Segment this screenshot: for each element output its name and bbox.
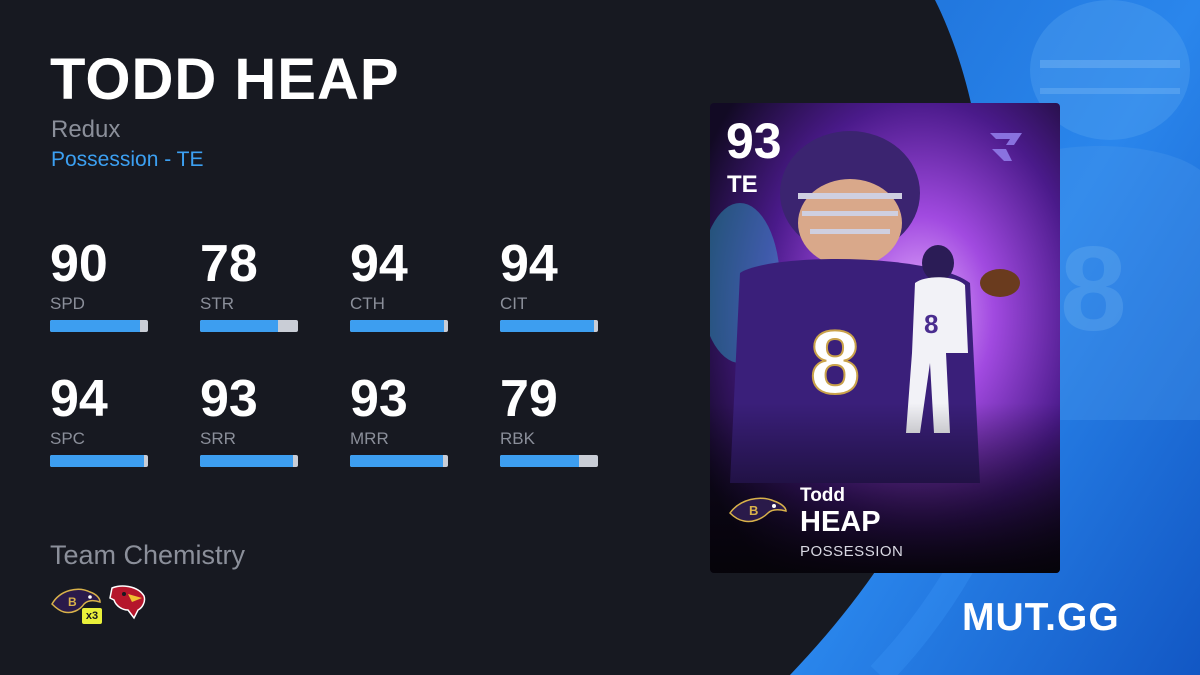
stat-bar-fill	[50, 320, 141, 332]
stat-bar-fill	[350, 455, 444, 467]
player-name: TODD HEAP	[50, 47, 400, 112]
stat-bar	[350, 320, 448, 332]
program-name: Redux	[51, 116, 121, 143]
ravens-logo-icon[interactable]: B	[50, 584, 102, 618]
stat-bar	[50, 320, 148, 332]
player-card-art: 8 8	[710, 103, 1060, 573]
stat-bar	[50, 455, 148, 467]
stat-label: SRR	[200, 429, 236, 448]
team-chemistry-icons: B x3	[50, 582, 160, 626]
stat-spd: 90 SPD	[50, 236, 150, 332]
stat-str: 78 STR	[200, 236, 300, 332]
stat-bar	[350, 455, 448, 467]
archetype-position: Possession - TE	[51, 148, 204, 171]
stat-bar-fill	[200, 455, 294, 467]
brand-logo[interactable]: MUT.GG	[962, 596, 1120, 639]
svg-text:8: 8	[810, 313, 860, 413]
stat-bar-fill	[500, 320, 595, 332]
stat-mrr: 93 MRR	[350, 371, 450, 467]
stat-value: 94	[500, 235, 558, 293]
player-card[interactable]: 8 8 93 TE B Todd HEAP POSSESSION	[710, 103, 1060, 573]
cardinals-logo-icon[interactable]	[108, 582, 148, 620]
ravens-logo-icon: B	[729, 497, 787, 523]
svg-text:B: B	[749, 503, 758, 518]
chemistry-count-badge: x3	[82, 608, 102, 624]
stat-value: 79	[500, 370, 558, 428]
stat-srr: 93 SRR	[200, 371, 300, 467]
stat-cit: 94 CIT	[500, 236, 600, 332]
stat-bar-fill	[50, 455, 145, 467]
stat-bar	[500, 455, 598, 467]
stat-label: MRR	[350, 429, 389, 448]
stat-spc: 94 SPC	[50, 371, 150, 467]
card-first-name: Todd	[800, 485, 846, 506]
stat-label: CIT	[500, 294, 528, 313]
stat-value: 93	[350, 370, 408, 428]
stat-label: CTH	[350, 294, 385, 313]
stat-value: 93	[200, 370, 258, 428]
stat-value: 90	[50, 235, 108, 293]
stat-label: SPC	[50, 429, 85, 448]
stat-label: SPD	[50, 294, 85, 313]
card-archetype: POSSESSION	[800, 543, 904, 560]
svg-text:8: 8	[1060, 222, 1127, 356]
stat-value: 94	[350, 235, 408, 293]
svg-text:8: 8	[924, 309, 938, 339]
stat-bar	[500, 320, 598, 332]
stat-bar-fill	[200, 320, 279, 332]
stat-label: STR	[200, 294, 234, 313]
stat-rbk: 79 RBK	[500, 371, 600, 467]
stat-value: 94	[50, 370, 108, 428]
team-chemistry-title: Team Chemistry	[50, 540, 246, 570]
stat-label: RBK	[500, 429, 535, 448]
card-last-name: HEAP	[800, 506, 881, 538]
stat-value: 78	[200, 235, 258, 293]
stat-bar-fill	[500, 455, 580, 467]
stat-bar	[200, 320, 298, 332]
stat-cth: 94 CTH	[350, 236, 450, 332]
svg-text:B: B	[68, 595, 77, 609]
stat-bar-fill	[350, 320, 445, 332]
card-overall-rating: 93	[726, 113, 782, 169]
card-position: TE	[727, 171, 758, 198]
stat-bar	[200, 455, 298, 467]
